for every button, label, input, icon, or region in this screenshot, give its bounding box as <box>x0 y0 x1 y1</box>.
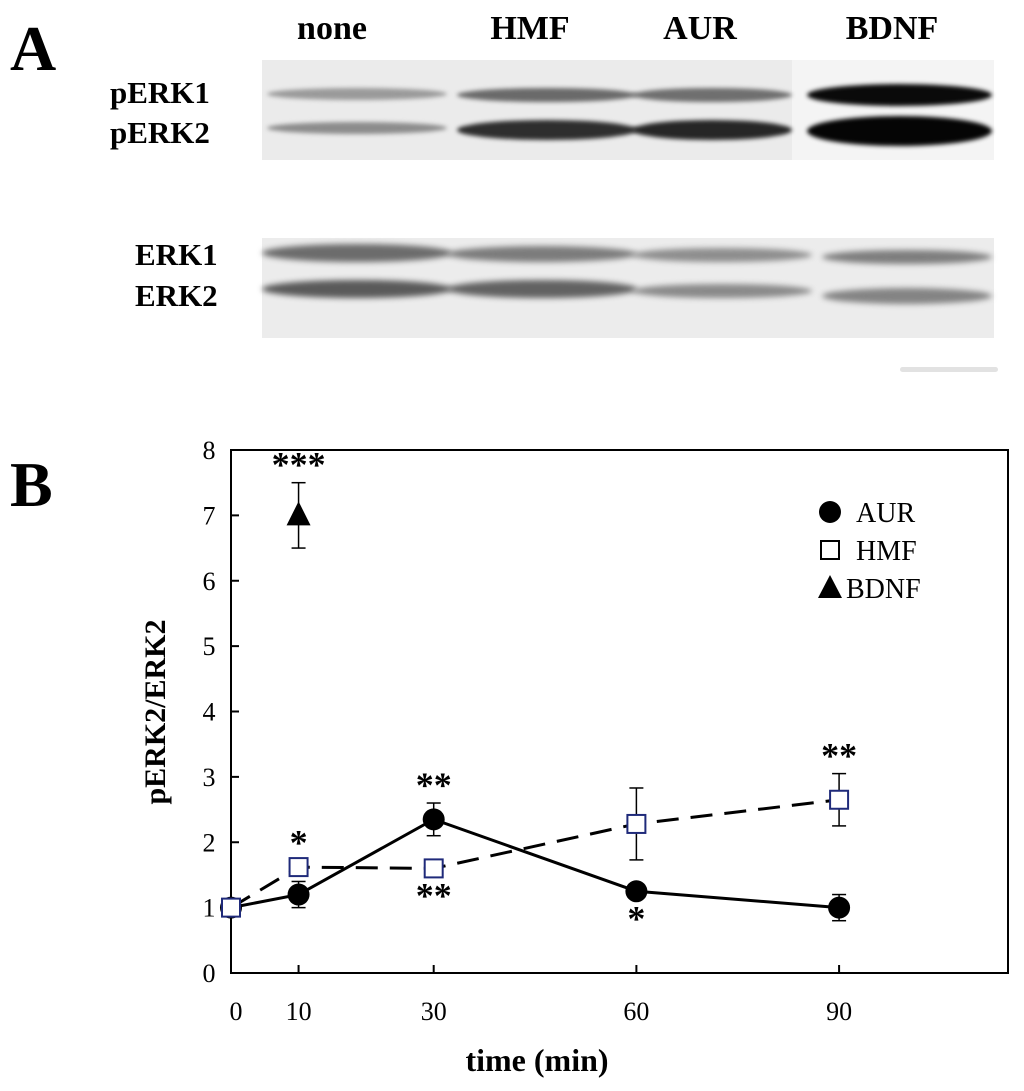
y-tick-label: 5 <box>203 632 216 661</box>
legend-hmf-marker <box>820 540 840 560</box>
x-tick-label: 10 <box>286 997 312 1026</box>
y-tick-label: 6 <box>203 567 216 596</box>
erk2-band-aur <box>632 284 812 298</box>
perk2-band-aur <box>632 120 792 140</box>
perk2-band-bdnf <box>807 116 992 146</box>
perk1-band-none <box>267 88 447 100</box>
aur-significance-label: * <box>627 899 645 939</box>
erk2-band-none <box>262 280 452 298</box>
perk2-band-hmf <box>457 120 637 140</box>
lane-label-aur: AUR <box>663 10 737 47</box>
aur-point <box>287 883 310 906</box>
aur-point <box>625 880 648 903</box>
lane-label-bdnf: BDNF <box>845 10 939 47</box>
hmf-significance-label: ** <box>416 876 452 916</box>
x-tick-label: 30 <box>421 997 447 1026</box>
y-tick-label: 0 <box>203 959 216 988</box>
erk1-band-none <box>262 244 452 262</box>
blot-smudge <box>900 367 998 372</box>
bdnf-point <box>286 501 311 526</box>
bdnf-significance-label: *** <box>272 445 326 485</box>
panel-b-label: B <box>10 449 53 520</box>
hmf-series-line <box>230 798 840 909</box>
erk2-band-bdnf <box>822 288 992 304</box>
band-label-erk2: ERK2 <box>135 278 218 313</box>
perk2-band-none <box>267 122 447 134</box>
y-tick-label: 2 <box>203 828 216 857</box>
band-label-perk1: pERK1 <box>110 75 210 110</box>
erk1-band-bdnf <box>822 250 992 264</box>
legend-aur-label: AUR <box>856 498 915 529</box>
legend-bdnf-label: BDNF <box>846 574 921 605</box>
hmf-point <box>829 789 850 810</box>
aur-significance-label: ** <box>416 765 452 805</box>
erk1-band-aur <box>632 248 812 262</box>
hmf-point <box>626 813 647 834</box>
legend-bdnf-marker <box>818 575 842 598</box>
perk1-band-aur <box>632 88 792 102</box>
hmf-significance-label: ** <box>821 736 857 776</box>
panel-a-label: A <box>10 13 57 84</box>
perk1-band-bdnf <box>807 84 992 106</box>
aur-point <box>422 808 445 831</box>
x-tick-label: 60 <box>623 997 649 1026</box>
y-tick-label: 1 <box>203 894 216 923</box>
lane-label-none: none <box>297 10 367 47</box>
y-tick-label: 4 <box>203 698 216 727</box>
band-label-perk2: pERK2 <box>110 115 210 150</box>
hmf-significance-label: * <box>290 823 308 863</box>
perk-blot <box>262 60 994 160</box>
aur-point <box>828 896 851 919</box>
legend-hmf-label: HMF <box>856 536 917 567</box>
y-axis-label: pERK2/ERK2 <box>139 619 172 804</box>
erk2-band-hmf <box>447 280 637 298</box>
erk1-band-hmf <box>447 246 637 262</box>
x-tick-label: 90 <box>826 997 852 1026</box>
x-axis-label: time (min) <box>465 1042 608 1078</box>
hmf-point <box>288 857 309 878</box>
perk1-band-hmf <box>457 88 637 102</box>
hmf-point <box>221 897 241 918</box>
x-tick-label: 0 <box>230 997 243 1026</box>
y-tick-label: 3 <box>203 763 216 792</box>
y-tick-label: 7 <box>203 501 216 530</box>
lane-label-hmf: HMF <box>490 10 570 47</box>
aur-series-line <box>230 817 840 910</box>
y-tick-label: 8 <box>203 436 216 465</box>
legend-aur-marker <box>819 501 841 523</box>
erk-blot <box>262 238 994 338</box>
hmf-point <box>423 858 444 879</box>
band-label-erk1: ERK1 <box>135 237 218 272</box>
